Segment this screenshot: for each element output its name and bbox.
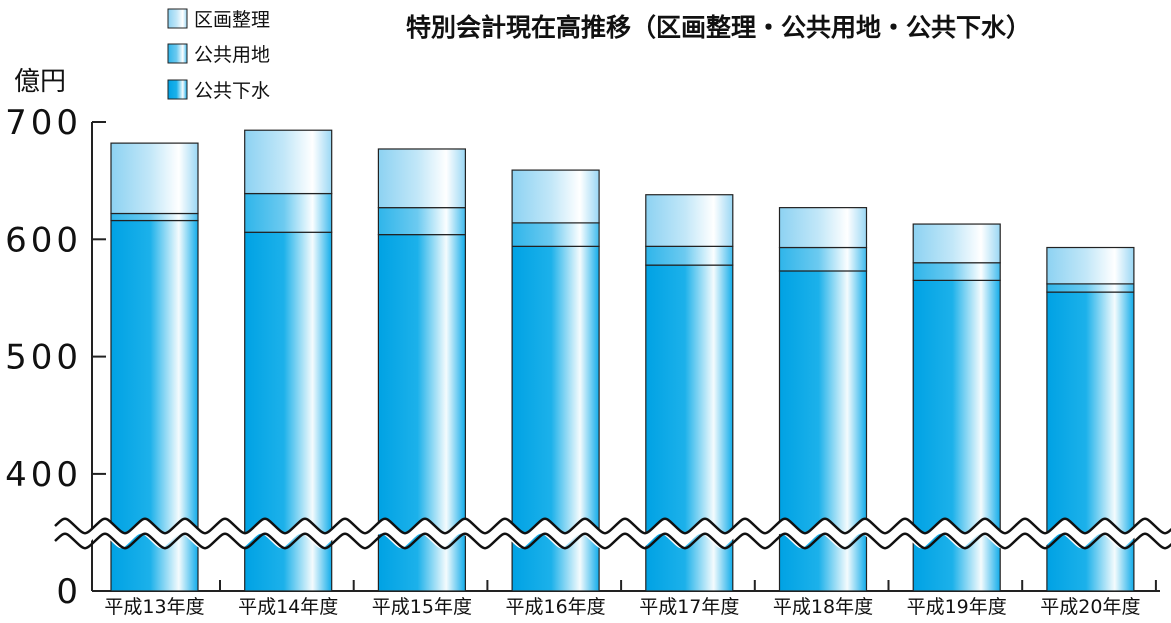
legend-label-sewer: 公共下水 <box>194 80 270 102</box>
y-axis-unit-label: 億円 <box>14 67 66 97</box>
legend: 区画整理 公共用地 公共下水 <box>167 8 270 102</box>
bar-plan-6 <box>778 207 868 249</box>
bar-plan-4 <box>511 169 600 224</box>
bar-land-5 <box>645 245 734 266</box>
legend-label-land: 公共用地 <box>194 44 270 66</box>
x-tick-label-7: 平成19年度 <box>907 596 1007 618</box>
bar-plan-3 <box>377 148 466 209</box>
x-tick-label-2: 平成14年度 <box>238 596 338 618</box>
x-axis-ticks: 平成13年度 平成14年度 平成15年度 平成16年度 平成17年度 平成18年度 平成19… <box>104 580 1157 618</box>
y-tick-label-700: 700 <box>5 103 82 143</box>
bar-land-8 <box>1046 283 1135 293</box>
x-tick-label-3: 平成15年度 <box>372 596 472 618</box>
y-axis-ticks: 0 400 500 600 700 <box>5 103 106 612</box>
bar-plan-7 <box>912 223 1001 264</box>
x-tick-label-6: 平成18年度 <box>773 596 873 618</box>
bar-land-7 <box>912 262 1001 281</box>
axis-break <box>51 517 1171 550</box>
x-tick-label-1: 平成13年度 <box>104 596 204 618</box>
bar-plan-5 <box>645 194 734 247</box>
y-tick-label-400: 400 <box>5 455 82 495</box>
bar-plan-2 <box>244 129 333 195</box>
legend-label-plan: 区画整理 <box>194 9 270 31</box>
y-tick-label-600: 600 <box>5 220 82 260</box>
bar-land-2 <box>244 192 333 233</box>
legend-item-sewer: 公共下水 <box>167 79 270 102</box>
x-tick-label-8: 平成20年度 <box>1040 596 1140 618</box>
chart-title: 特別会計現在高推移（区画整理・公共用地・公共下水） <box>406 13 1031 42</box>
x-tick-label-4: 平成16年度 <box>506 596 606 618</box>
bar-plan-1 <box>110 142 199 215</box>
bar-plan-8 <box>1046 246 1135 285</box>
bar-land-1 <box>110 212 199 222</box>
bar-land-3 <box>377 207 466 236</box>
x-tick-label-5: 平成17年度 <box>639 596 739 618</box>
legend-item-land: 公共用地 <box>167 43 270 66</box>
y-tick-label-500: 500 <box>5 338 82 378</box>
bar-land-6 <box>778 246 868 272</box>
bar-land-4 <box>511 222 600 247</box>
legend-item-plan: 区画整理 <box>167 8 270 31</box>
y-tick-label-0: 0 <box>56 572 82 612</box>
